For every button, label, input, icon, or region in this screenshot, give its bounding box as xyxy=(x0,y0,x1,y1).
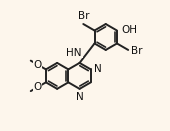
Text: Br: Br xyxy=(78,11,89,21)
Text: N: N xyxy=(76,92,84,102)
Text: OH: OH xyxy=(121,25,137,35)
Text: Br: Br xyxy=(131,46,143,56)
Text: O: O xyxy=(33,59,42,70)
Text: HN: HN xyxy=(66,48,82,58)
Text: O: O xyxy=(33,82,42,92)
Text: N: N xyxy=(95,64,102,74)
